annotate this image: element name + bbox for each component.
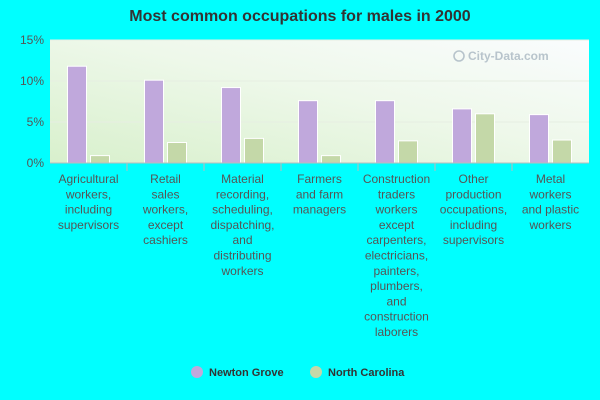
legend-label: Newton Grove — [209, 367, 284, 379]
plot-background — [50, 40, 589, 163]
y-axis: 0% 5% 10% 15% — [20, 33, 44, 170]
legend-marker — [310, 366, 322, 378]
bar-newton-grove — [452, 108, 472, 164]
bar-newton-grove — [298, 100, 318, 164]
magnifier-icon — [453, 50, 465, 62]
x-category-label: Agricultural workers, including supervisors — [58, 172, 119, 232]
bar-newton-grove — [375, 100, 395, 164]
x-category-label: Metal workers and plastic workers — [522, 172, 579, 232]
bar-newton-grove — [144, 79, 164, 164]
bar-newton-grove — [221, 87, 241, 164]
x-category-label: Material recording, scheduling, dispatching… — [210, 172, 274, 278]
legend-marker — [191, 366, 203, 378]
y-tick-label: 5% — [27, 115, 45, 129]
bar-north-carolina — [321, 155, 341, 164]
bar-north-carolina — [90, 155, 110, 164]
bar-newton-grove — [67, 65, 87, 164]
y-tick-label: 10% — [20, 74, 44, 88]
y-tick-label: 15% — [20, 33, 44, 47]
bar-north-carolina — [167, 142, 187, 164]
x-category-label: Farmers and farm managers — [293, 172, 346, 217]
x-category-label: Other production occupations, including supe… — [440, 172, 507, 247]
watermark-text: City-Data.com — [468, 49, 549, 63]
legend: Newton Grove North Carolina — [191, 366, 405, 379]
y-tick-label: 0% — [27, 156, 45, 170]
x-category-label: Retail sales workers, except cashiers — [142, 172, 188, 247]
bar-north-carolina — [475, 113, 495, 164]
grid-layer — [50, 39, 589, 123]
bar-north-carolina — [244, 137, 264, 164]
x-axis: Agricultural workers, including supervisors… — [50, 162, 589, 339]
watermark: City-Data.com — [453, 49, 549, 63]
bar-north-carolina — [398, 140, 418, 164]
legend-label: North Carolina — [328, 367, 405, 379]
chart-title: Most common occupations for males in 200… — [129, 8, 471, 25]
x-category-label: Construction traders workers except carpente… — [363, 172, 430, 339]
bars-layer — [67, 65, 572, 164]
bar-newton-grove — [529, 114, 549, 164]
bar-north-carolina — [552, 139, 572, 164]
